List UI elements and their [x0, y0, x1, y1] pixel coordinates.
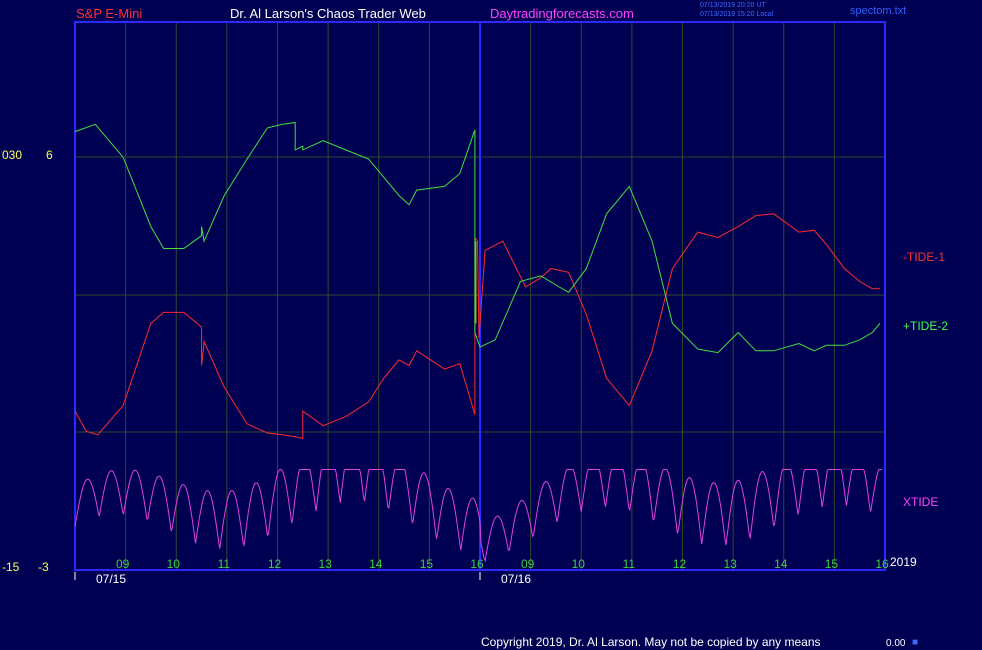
x-tick-label: 09 — [116, 557, 130, 571]
x-tick-label: 15 — [825, 557, 839, 571]
year-label: 2019 — [890, 555, 917, 569]
legend-xtide: XTIDE — [903, 495, 939, 509]
x-tick-label: 13 — [318, 557, 332, 571]
legend-tide1: -TIDE-1 — [903, 250, 945, 264]
x-tick-label: 16 — [470, 557, 484, 571]
x-tick-label: 12 — [673, 557, 687, 571]
footer-value: 0.00 — [886, 638, 906, 649]
x-tick-label: 14 — [774, 557, 788, 571]
spec-file-label: spectom.txt — [850, 5, 907, 17]
author-title: Dr. Al Larson's Chaos Trader Web — [230, 6, 426, 21]
series-tide1-line — [74, 213, 880, 440]
timestamp-ut: 07/13/2019 20:20 UT — [700, 2, 766, 9]
x-tick-label: 13 — [723, 557, 737, 571]
footer-square-icon: ■ — [912, 637, 919, 648]
day-label: 07/16 — [501, 572, 531, 586]
x-tick-label: 11 — [623, 557, 636, 571]
x-tick-label: 10 — [167, 557, 181, 571]
instrument-title: S&P E-Mini — [76, 6, 143, 21]
copyright-notice: Copyright 2019, Dr. Al Larson. May not b… — [481, 635, 821, 649]
y-top-left-label: 030 — [2, 148, 23, 162]
x-tick-label: 09 — [521, 557, 535, 571]
x-tick-label: 16 — [875, 557, 889, 571]
series-tide2-line — [74, 121, 881, 354]
y-bottom-right-label: -3 — [38, 560, 49, 574]
day-label: 07/15 — [96, 572, 126, 586]
x-tick-label: 12 — [268, 557, 282, 571]
legend-tide2: +TIDE-2 — [903, 319, 949, 333]
x-tick-label: 15 — [420, 557, 434, 571]
timestamp-local: 07/13/2019 15:20 Local — [700, 11, 774, 18]
y-bottom-left-label: -15 — [2, 560, 20, 574]
site-link[interactable]: Daytradingforecasts.com — [490, 6, 634, 21]
y-top-right-label: 6 — [46, 148, 53, 162]
x-tick-label: 10 — [572, 557, 586, 571]
x-tick-label: 14 — [369, 557, 383, 571]
x-tick-label: 11 — [218, 557, 231, 571]
series-xtide-line — [74, 468, 882, 563]
